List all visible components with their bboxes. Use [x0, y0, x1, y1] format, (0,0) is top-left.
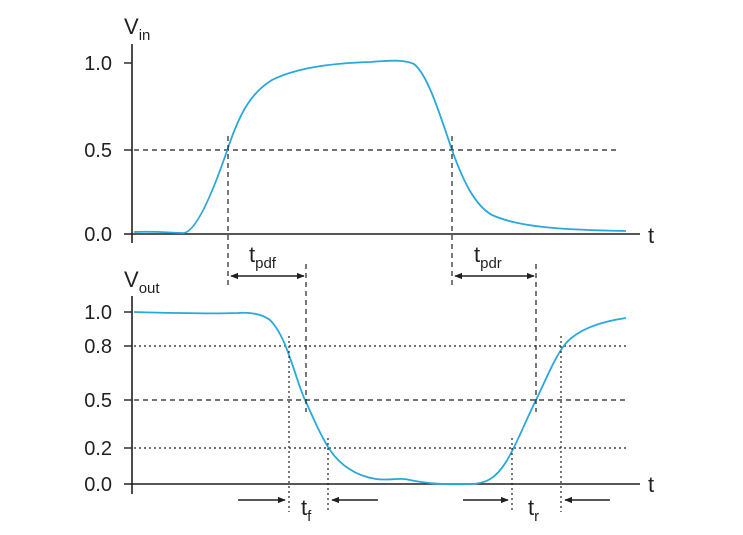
- tpdr-label: tpdr: [474, 242, 502, 272]
- vin-tick-label-0-0: 0.0: [84, 224, 112, 246]
- vout-waveform: [133, 311, 627, 486]
- vout-panel: Vout t 1.0 0.8 0.5 0.2 0.0 tf: [84, 264, 654, 525]
- vout-tick-label-0-5: 0.5: [84, 390, 112, 412]
- tpdf-label: tpdf: [249, 242, 277, 272]
- vout-tick-label-0-2: 0.2: [84, 438, 112, 460]
- tr-label: tr: [528, 495, 539, 525]
- vout-tick-label-0-0: 0.0: [84, 474, 112, 496]
- vin-time-label: t: [648, 223, 654, 248]
- vout-tick-label-1-0: 1.0: [84, 302, 112, 324]
- vin-axis-label: Vin: [124, 14, 150, 44]
- vin-tick-label-0-5: 0.5: [84, 140, 112, 162]
- vout-axis-label: Vout: [124, 267, 160, 297]
- vin-waveform: [133, 59, 627, 234]
- vout-tick-label-0-8: 0.8: [84, 336, 112, 358]
- vin-tick-label-1-0: 1.0: [84, 53, 112, 75]
- vin-panel: Vin t 1.0 0.5 0.0: [84, 14, 654, 288]
- delay-annotations: tpdf tpdr: [230, 242, 535, 280]
- vout-time-label: t: [648, 472, 654, 497]
- tf-label: tf: [301, 495, 312, 525]
